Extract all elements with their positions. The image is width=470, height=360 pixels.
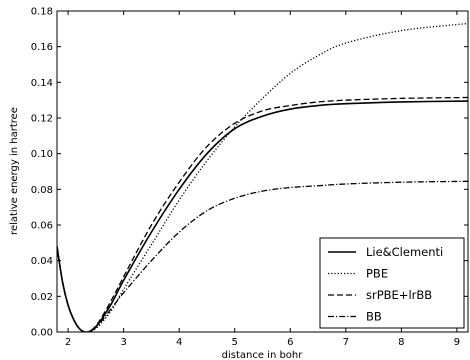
y-tick-label: 0.18 [31, 7, 53, 18]
y-tick-label: 0.00 [31, 328, 53, 339]
legend-label: srPBE+lrBB [366, 288, 432, 302]
x-axis-label: distance in bohr [222, 350, 304, 360]
y-tick-label: 0.06 [31, 221, 53, 232]
x-tick-label: 6 [287, 337, 293, 348]
y-tick-label: 0.10 [31, 149, 53, 160]
series-line-srpbe-lrbb [57, 96, 468, 332]
plot-frame [56, 10, 469, 333]
x-tick-label: 5 [232, 337, 238, 348]
y-tick-label: 0.04 [31, 256, 53, 267]
y-tick-label: 0.08 [31, 185, 53, 196]
series-lines [57, 22, 468, 332]
y-tick-label: 0.16 [31, 42, 53, 53]
legend: Lie&Clementi PBE srPBE+lrBB BB [319, 237, 465, 329]
y-tick-label: 0.12 [31, 114, 53, 125]
x-tick-label: 8 [398, 337, 404, 348]
x-tick-label: 9 [454, 337, 460, 348]
y-axis-label: relative energy in hartree [9, 107, 20, 235]
y-tick-label: 0.02 [31, 292, 53, 303]
x-tick-label: 4 [176, 337, 182, 348]
ticks: 0.00 0.02 0.04 0.06 0.08 0.10 0.12 0.14 0.16 0.18… [31, 7, 468, 348]
legend-label: PBE [366, 267, 388, 281]
x-tick-label: 2 [65, 337, 71, 348]
y-tick-label: 0.14 [31, 78, 53, 89]
legend-label: BB [366, 310, 382, 324]
x-tick-label: 7 [343, 337, 349, 348]
x-tick-label: 3 [120, 337, 126, 348]
legend-box [319, 237, 465, 329]
series-line-bb [57, 180, 468, 332]
legend-label: Lie&Clementi [366, 245, 443, 259]
